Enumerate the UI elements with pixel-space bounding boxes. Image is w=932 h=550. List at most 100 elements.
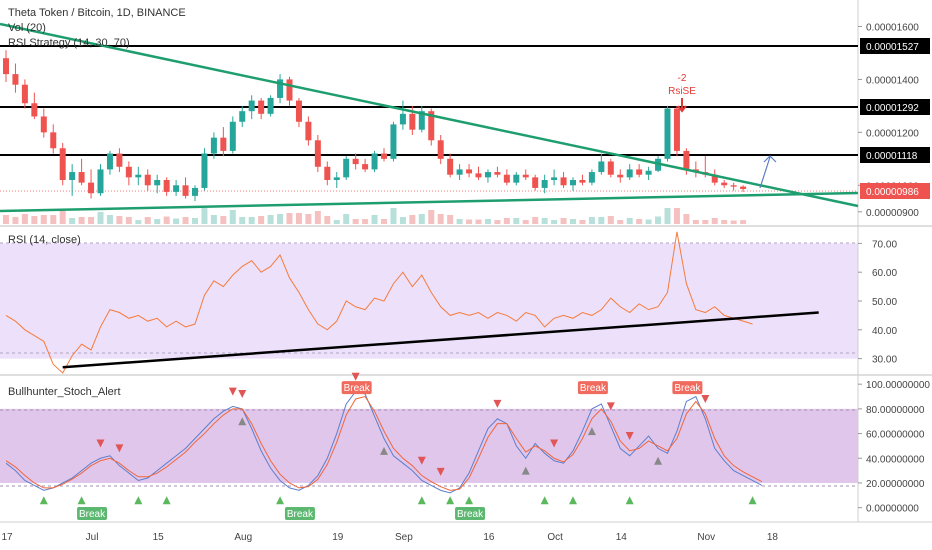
candle-body	[12, 74, 19, 85]
buy-marker-icon	[540, 496, 549, 505]
stoch-tick-label: 80.00000000	[866, 405, 925, 416]
buy-marker-icon	[625, 496, 634, 505]
volume-bar	[106, 215, 113, 224]
buy-marker-icon	[748, 496, 757, 505]
volume-bar	[352, 219, 359, 224]
volume-bar	[144, 217, 151, 224]
stoch-tick-label: 20.00000000	[866, 479, 925, 490]
volume-bar	[711, 218, 718, 224]
candle-body	[3, 58, 9, 75]
time-axis[interactable]: 17 Jul 15 Aug 19 Sep 16 Oct 14 Nov 18	[1, 532, 778, 543]
candlestick-series[interactable]	[3, 50, 747, 202]
neutral-marker-icon	[587, 427, 596, 436]
break-label: Break	[457, 509, 484, 520]
volume-bar	[570, 219, 576, 224]
candle-body	[144, 174, 151, 186]
break-label: Break	[580, 383, 607, 394]
candle-body	[125, 166, 132, 178]
buy-marker-icon	[569, 496, 577, 505]
rsi-tick-label: 60.00	[872, 268, 897, 279]
volume-bar	[456, 219, 463, 224]
volume-bar	[522, 220, 529, 224]
sell-marker-icon	[351, 372, 360, 381]
volume-bar	[267, 215, 274, 224]
volume-bar	[97, 212, 104, 224]
price-tick-label: 0.00001600	[866, 22, 919, 33]
volume-bar	[295, 213, 302, 224]
candle-body	[740, 186, 747, 189]
rsi-line[interactable]	[5, 231, 753, 374]
volume-bar	[182, 217, 189, 224]
stoch-axis[interactable]: 100.00000000 80.00000000 60.00000000 40.000…	[858, 380, 930, 515]
candle-body	[532, 177, 539, 188]
rsi-pane-title[interactable]: RSI (14, close)	[8, 234, 81, 246]
stoch-d-line[interactable]	[5, 395, 763, 491]
volume-bar	[239, 217, 246, 224]
time-tick-label: 14	[616, 532, 628, 543]
volume-bar	[305, 214, 312, 224]
volume-bar	[418, 214, 425, 224]
rsi-tick-label: 70.00	[872, 239, 897, 250]
break-label-box	[672, 381, 703, 395]
rsi-tick-label: 50.00	[872, 297, 897, 308]
volume-bar	[248, 217, 255, 224]
volume-bar	[740, 220, 747, 224]
candle-body	[50, 132, 57, 149]
sell-marker-icon	[606, 402, 615, 411]
volume-bar	[598, 217, 605, 224]
last-price-tag: 0.00000986	[860, 183, 930, 199]
candle-body	[484, 172, 491, 178]
volume-indicator-label[interactable]: Vol (20)	[8, 22, 46, 34]
candle-body	[683, 150, 690, 170]
candle-body	[399, 113, 406, 125]
volume-bar	[21, 214, 28, 224]
candle-body	[163, 180, 170, 192]
candle-body	[456, 169, 463, 175]
break-labels: Break Break Break Break Break Break	[77, 381, 703, 521]
price-tick-label: 0.00001400	[866, 75, 919, 86]
candle-body	[88, 182, 95, 194]
volume-bar	[428, 210, 435, 224]
rsi-tick-label: 30.00	[872, 355, 897, 366]
buy-marker-icon	[39, 496, 48, 505]
candle-body	[475, 173, 482, 178]
volume-bar	[664, 208, 671, 224]
break-label-box	[455, 507, 486, 521]
candle-body	[418, 111, 425, 130]
stoch-tick-label: 40.00000000	[866, 454, 925, 465]
rsi-axis[interactable]: 70.00 60.00 50.00 40.00 30.00	[858, 239, 897, 366]
stoch-tick-label: 0.00000000	[866, 504, 919, 515]
volume-bar	[135, 220, 142, 224]
volume-bar	[192, 218, 198, 224]
neutral-marker-icon	[380, 446, 388, 455]
stoch-tick-label: 100.00000000	[866, 380, 930, 391]
rsi-support-trendline[interactable]	[62, 311, 819, 369]
volume-bar	[163, 216, 170, 224]
descending-trendline[interactable]	[0, 22, 859, 208]
stoch-tick-label: 60.00000000	[866, 430, 925, 441]
break-label: Break	[344, 383, 371, 394]
volume-bar	[220, 216, 227, 224]
volume-bar	[201, 208, 208, 224]
candle-body	[239, 111, 246, 122]
candle-body	[59, 148, 66, 180]
candle-body	[173, 185, 180, 192]
neutral-marker-icon	[521, 466, 530, 475]
symbol-title[interactable]: Theta Token / Bitcoin, 1D, BINANCE	[8, 7, 186, 19]
sell-marker-icon	[228, 387, 237, 396]
candle-body	[192, 187, 198, 196]
ascending-trendline[interactable]	[0, 191, 859, 213]
projection-arrow[interactable]	[759, 156, 771, 189]
volume-bar	[447, 215, 454, 224]
candle-body	[513, 174, 520, 183]
volume-bar	[617, 220, 624, 224]
level-tag-1118: 0.00001118	[860, 147, 930, 163]
candle-body	[494, 172, 501, 175]
stoch-pane-title[interactable]: Bullhunter_Stoch_Alert	[8, 386, 121, 398]
volume-bar	[551, 220, 558, 224]
rsi-strategy-label[interactable]: RSI Strategy (14, 30, 70)	[8, 37, 130, 49]
volume-bar	[173, 218, 180, 224]
candle-body	[598, 161, 605, 173]
volume-bar	[116, 216, 123, 224]
sell-marker-icon	[436, 467, 445, 476]
